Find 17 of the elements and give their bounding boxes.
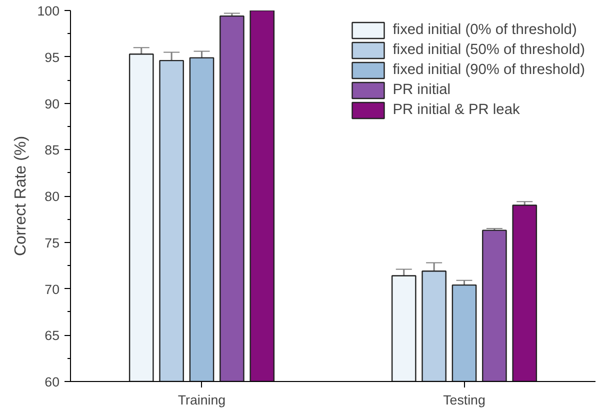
legend-label: PR initial & PR leak [392, 102, 520, 118]
x-tick-label: Testing [443, 392, 486, 408]
y-tick-label: 65 [44, 328, 60, 344]
legend-label: fixed initial (0% of threshold) [392, 22, 577, 38]
x-tick-label: Training [178, 392, 226, 408]
y-tick-label: 80 [44, 189, 60, 204]
y-tick-label: 75 [44, 235, 60, 250]
y-tick-label: 95 [44, 50, 60, 65]
legend-label: fixed initial (50% of threshold) [392, 42, 585, 58]
y-axis-title: Correct Rate (%) [12, 136, 30, 256]
y-tick-label: 70 [44, 282, 60, 297]
y-tick-label: 60 [44, 374, 60, 390]
legend-label: fixed initial (90% of threshold) [392, 62, 585, 78]
y-tick-label: 90 [44, 96, 60, 112]
legend-label: PR initial [392, 82, 451, 98]
y-tick-label: 100 [37, 4, 60, 18]
y-tick-label: 85 [44, 142, 60, 158]
